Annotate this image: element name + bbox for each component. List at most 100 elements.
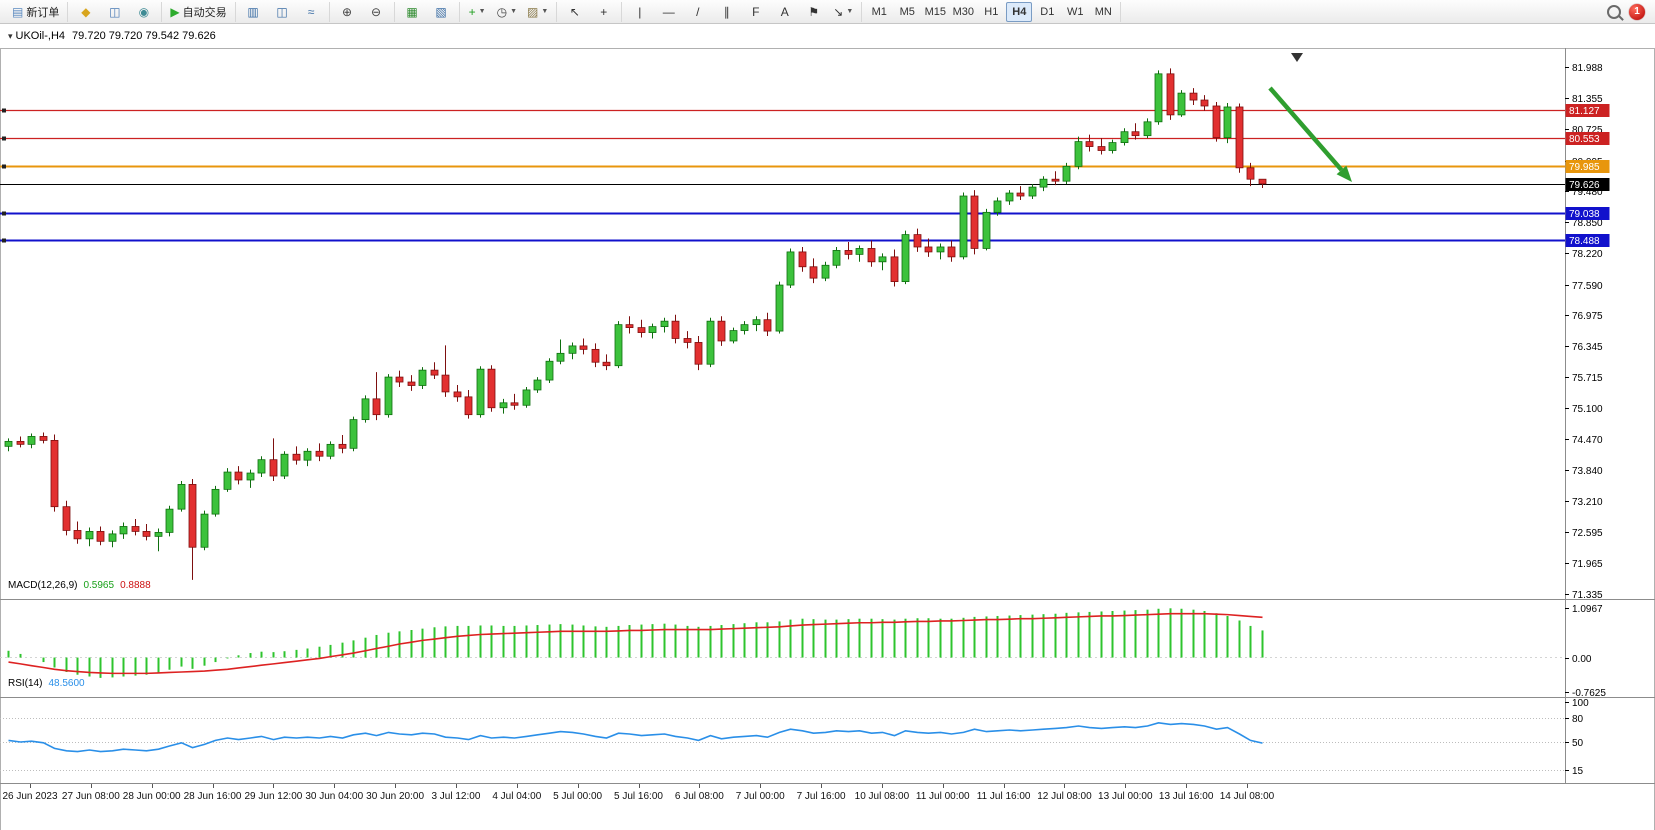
- templates-icon[interactable]: ▨ ▼: [523, 1, 552, 22]
- line-anchor[interactable]: [2, 108, 6, 113]
- candle-body: [867, 248, 876, 263]
- candle-body: [211, 488, 220, 515]
- time-axis-label: 10 Jul 08:00: [855, 791, 910, 802]
- price-tick-label: 77.590: [1572, 281, 1603, 292]
- candle-body: [453, 391, 462, 398]
- macd-main-value: 0.5965: [83, 580, 115, 591]
- macd-name: MACD(12,26,9): [8, 580, 78, 591]
- candle-body: [855, 248, 864, 255]
- candle-body: [73, 530, 82, 540]
- text-icon[interactable]: A: [771, 1, 798, 22]
- candle-body: [292, 453, 301, 461]
- bar-chart-icon[interactable]: ▥: [240, 1, 267, 22]
- candle-body: [625, 324, 634, 329]
- crosshair-icon[interactable]: +: [590, 1, 617, 22]
- candle-body: [1223, 106, 1232, 139]
- crosshair-icon: +: [600, 4, 608, 19]
- chart-canvas[interactable]: 81.98881.35580.72580.09579.48078.85078.2…: [0, 24, 1655, 830]
- candle-body: [959, 195, 968, 258]
- cascade-windows-icon[interactable]: ▧: [428, 1, 455, 22]
- toolbar-group: ▥ ◫ ≈: [236, 1, 330, 22]
- tf-button-M1[interactable]: M1: [871, 5, 887, 18]
- tf-button-M15[interactable]: M15: [924, 5, 946, 18]
- text-icon: A: [780, 4, 789, 19]
- candle-body: [556, 352, 565, 362]
- candle-body: [1143, 121, 1152, 137]
- notification-badge[interactable]: 1: [1629, 3, 1645, 20]
- periods-icon: ◷: [496, 4, 508, 19]
- indicators-icon[interactable]: + ▼: [464, 1, 491, 22]
- toolbar-group: ▦ ▧: [395, 1, 460, 22]
- line-chart-icon[interactable]: ≈: [298, 1, 325, 22]
- price-tick-label: 75.100: [1572, 404, 1603, 415]
- zoom-out-icon[interactable]: ⊖: [363, 1, 390, 22]
- candle-body: [752, 319, 761, 326]
- candle-body: [568, 345, 577, 354]
- equidistant-channel-icon: ∥: [723, 4, 730, 19]
- market-watch-icon[interactable]: ◆: [72, 1, 99, 22]
- market-watch-icon: ◆: [81, 4, 91, 19]
- trend-arrow-annotation[interactable]: [1268, 86, 1352, 182]
- equidistant-channel-icon[interactable]: ∥: [713, 1, 740, 22]
- tf-button-M5[interactable]: M5: [899, 5, 915, 18]
- line-chart-icon: ≈: [307, 4, 315, 19]
- tf-button-D1[interactable]: D1: [1040, 5, 1055, 18]
- one-click-trading-arrow-icon[interactable]: ▾: [8, 31, 13, 41]
- horizontal-line-icon[interactable]: —: [655, 1, 682, 22]
- search-icon[interactable]: [1607, 4, 1621, 19]
- candle-body: [85, 531, 94, 540]
- new-order-button[interactable]: ▤ 新订单: [8, 1, 63, 22]
- candle-body: [1028, 186, 1037, 197]
- chart-shift-marker[interactable]: [1291, 53, 1303, 62]
- autotrading-button[interactable]: ▶ 自动交易: [166, 1, 230, 22]
- toolbar-group: ⊕ ⊖: [330, 1, 395, 22]
- periods-icon[interactable]: ◷ ▼: [493, 1, 521, 22]
- fibonacci-icon[interactable]: F: [742, 1, 769, 22]
- candle-body: [487, 368, 496, 409]
- macd-scale-label: 0.00: [1572, 654, 1592, 665]
- candle-body: [142, 531, 151, 537]
- tf-button-MN[interactable]: MN: [1094, 5, 1112, 18]
- time-axis-label: 11 Jul 00:00: [916, 791, 970, 802]
- line-anchor[interactable]: [2, 211, 6, 216]
- chart-title: ▾ UKOil-,H4 79.720 79.720 79.542 79.626: [8, 30, 216, 42]
- chart-area[interactable]: 81.98881.35580.72580.09579.48078.85078.2…: [0, 24, 1655, 830]
- navigator-icon[interactable]: ◉: [130, 1, 157, 22]
- candle-body: [545, 360, 554, 381]
- candle-body: [418, 369, 427, 386]
- tf-button-W1[interactable]: W1: [1067, 5, 1084, 18]
- candle-body: [499, 402, 508, 409]
- price-badge-label: 79.985: [1569, 162, 1600, 173]
- tile-windows-icon[interactable]: ▦: [399, 1, 426, 22]
- vertical-line-icon[interactable]: |: [626, 1, 653, 22]
- autotrading-button-icon: ▶: [170, 4, 180, 19]
- trendline-icon[interactable]: /: [684, 1, 711, 22]
- candle-body: [591, 348, 600, 363]
- price-tick-label: 73.840: [1572, 466, 1603, 477]
- line-anchor[interactable]: [2, 238, 6, 243]
- data-window-icon[interactable]: ◫: [101, 1, 128, 22]
- tf-button-H4[interactable]: H4: [1006, 1, 1033, 22]
- price-tick-label: 80.725: [1572, 125, 1603, 136]
- cursor-icon[interactable]: ↖: [561, 1, 588, 22]
- candle-body: [579, 345, 588, 350]
- arrows-icon[interactable]: ↘ ▼: [829, 1, 857, 22]
- candle-body: [982, 211, 991, 249]
- tf-button-M30[interactable]: M30: [952, 5, 974, 18]
- time-axis-label: 12 Jul 08:00: [1037, 791, 1092, 802]
- candle-body: [924, 246, 933, 253]
- zoom-in-icon[interactable]: ⊕: [334, 1, 361, 22]
- dropdown-caret-icon: ▼: [510, 8, 517, 15]
- candle-body: [441, 374, 450, 393]
- candle-body: [50, 439, 59, 508]
- line-anchor[interactable]: [2, 136, 6, 141]
- candlestick-chart-icon[interactable]: ◫: [269, 1, 296, 22]
- line-anchor[interactable]: [2, 164, 6, 169]
- toolbar-group: + ▼ ◷ ▼ ▨ ▼: [460, 1, 558, 22]
- candle-body: [349, 419, 358, 449]
- text-label-icon[interactable]: ⚑: [800, 1, 827, 22]
- dropdown-caret-icon: ▼: [541, 8, 549, 15]
- time-axis-label: 7 Jul 16:00: [797, 791, 846, 802]
- price-badge-label: 79.038: [1569, 209, 1600, 220]
- tf-button-H1[interactable]: H1: [984, 5, 999, 18]
